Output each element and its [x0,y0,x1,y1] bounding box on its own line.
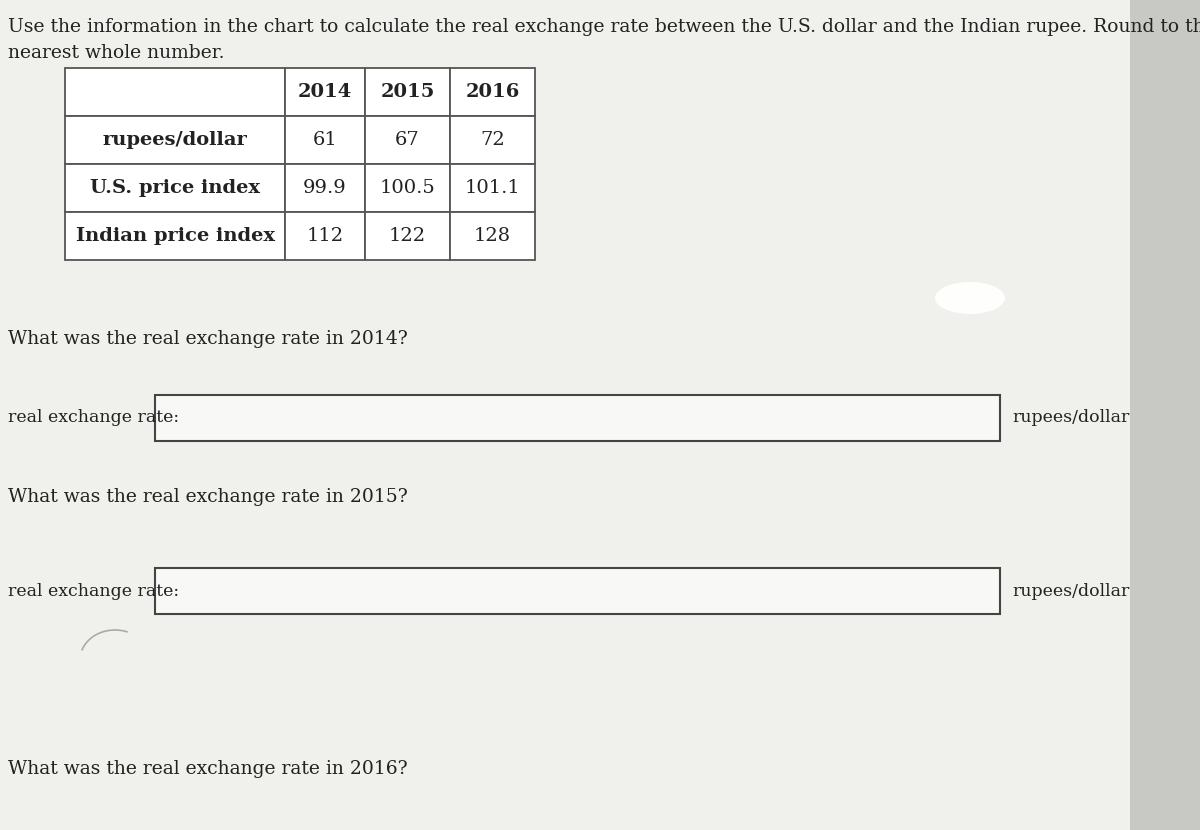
Bar [286,116,365,164]
Text: Use the information in the chart to calculate the real exchange rate between the: Use the information in the chart to calc… [8,18,1200,36]
Bar [450,164,535,212]
Text: 100.5: 100.5 [379,179,436,197]
Text: 122: 122 [389,227,426,245]
Bar [1130,0,1200,830]
Text: 2016: 2016 [466,83,520,101]
Text: 67: 67 [395,131,420,149]
Bar [155,568,1000,614]
Text: What was the real exchange rate in 2015?: What was the real exchange rate in 2015? [8,488,408,506]
Bar [65,164,286,212]
Text: U.S. price index: U.S. price index [90,179,260,197]
Bar [65,212,286,260]
Text: rupees/dollar: rupees/dollar [102,131,247,149]
Bar [365,116,450,164]
Bar [286,212,365,260]
Bar [286,164,365,212]
Bar [365,68,450,116]
Text: 2015: 2015 [380,83,434,101]
Ellipse shape [935,282,1006,314]
Bar [286,68,365,116]
Bar [365,164,450,212]
Text: 61: 61 [313,131,337,149]
Text: nearest whole number.: nearest whole number. [8,44,224,62]
Bar [155,395,1000,441]
Text: rupees/dollar: rupees/dollar [1012,583,1129,599]
Text: real exchange rate:: real exchange rate: [8,409,179,427]
Text: 2014: 2014 [298,83,352,101]
Bar [450,116,535,164]
Text: What was the real exchange rate in 2014?: What was the real exchange rate in 2014? [8,330,408,348]
Text: 99.9: 99.9 [304,179,347,197]
Text: What was the real exchange rate in 2016?: What was the real exchange rate in 2016? [8,760,408,778]
Bar [450,212,535,260]
Text: rupees/dollar: rupees/dollar [1012,409,1129,427]
Text: 112: 112 [306,227,343,245]
Bar [450,68,535,116]
Text: 101.1: 101.1 [464,179,521,197]
Text: Indian price index: Indian price index [76,227,275,245]
Text: 72: 72 [480,131,505,149]
Bar [65,68,286,116]
Text: 128: 128 [474,227,511,245]
Bar [65,116,286,164]
Bar [365,212,450,260]
Text: real exchange rate:: real exchange rate: [8,583,179,599]
